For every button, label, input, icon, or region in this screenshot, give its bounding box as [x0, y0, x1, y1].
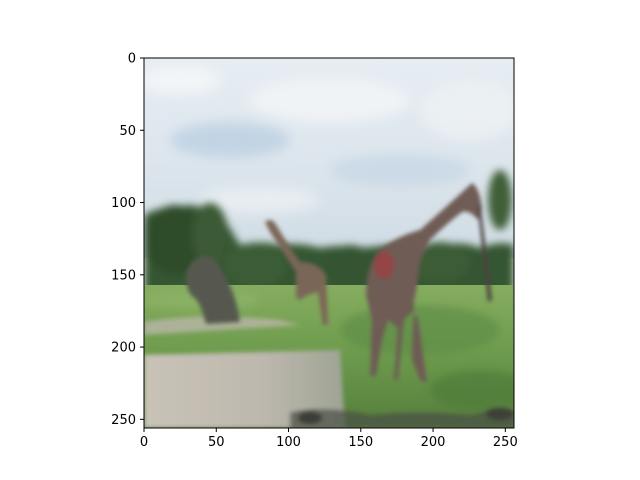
y-tick-label: 100: [111, 196, 136, 211]
y-tick-label: 0: [128, 52, 136, 67]
x-tick-label: 0: [140, 435, 148, 450]
x-axis: 0 50 100 150 200 250: [140, 428, 518, 450]
y-tick-label: 50: [119, 124, 136, 139]
x-tick-label: 100: [276, 435, 301, 450]
y-tick-label: 250: [111, 413, 136, 428]
image-content: [140, 58, 530, 428]
x-tick-label: 200: [421, 435, 446, 450]
y-tick-label: 200: [111, 341, 136, 356]
y-tick-label: 150: [111, 268, 136, 283]
x-tick-label: 50: [208, 435, 225, 450]
x-tick-label: 250: [493, 435, 518, 450]
x-tick-label: 150: [348, 435, 373, 450]
y-axis: 0 50 100 150 200 250: [111, 52, 144, 428]
